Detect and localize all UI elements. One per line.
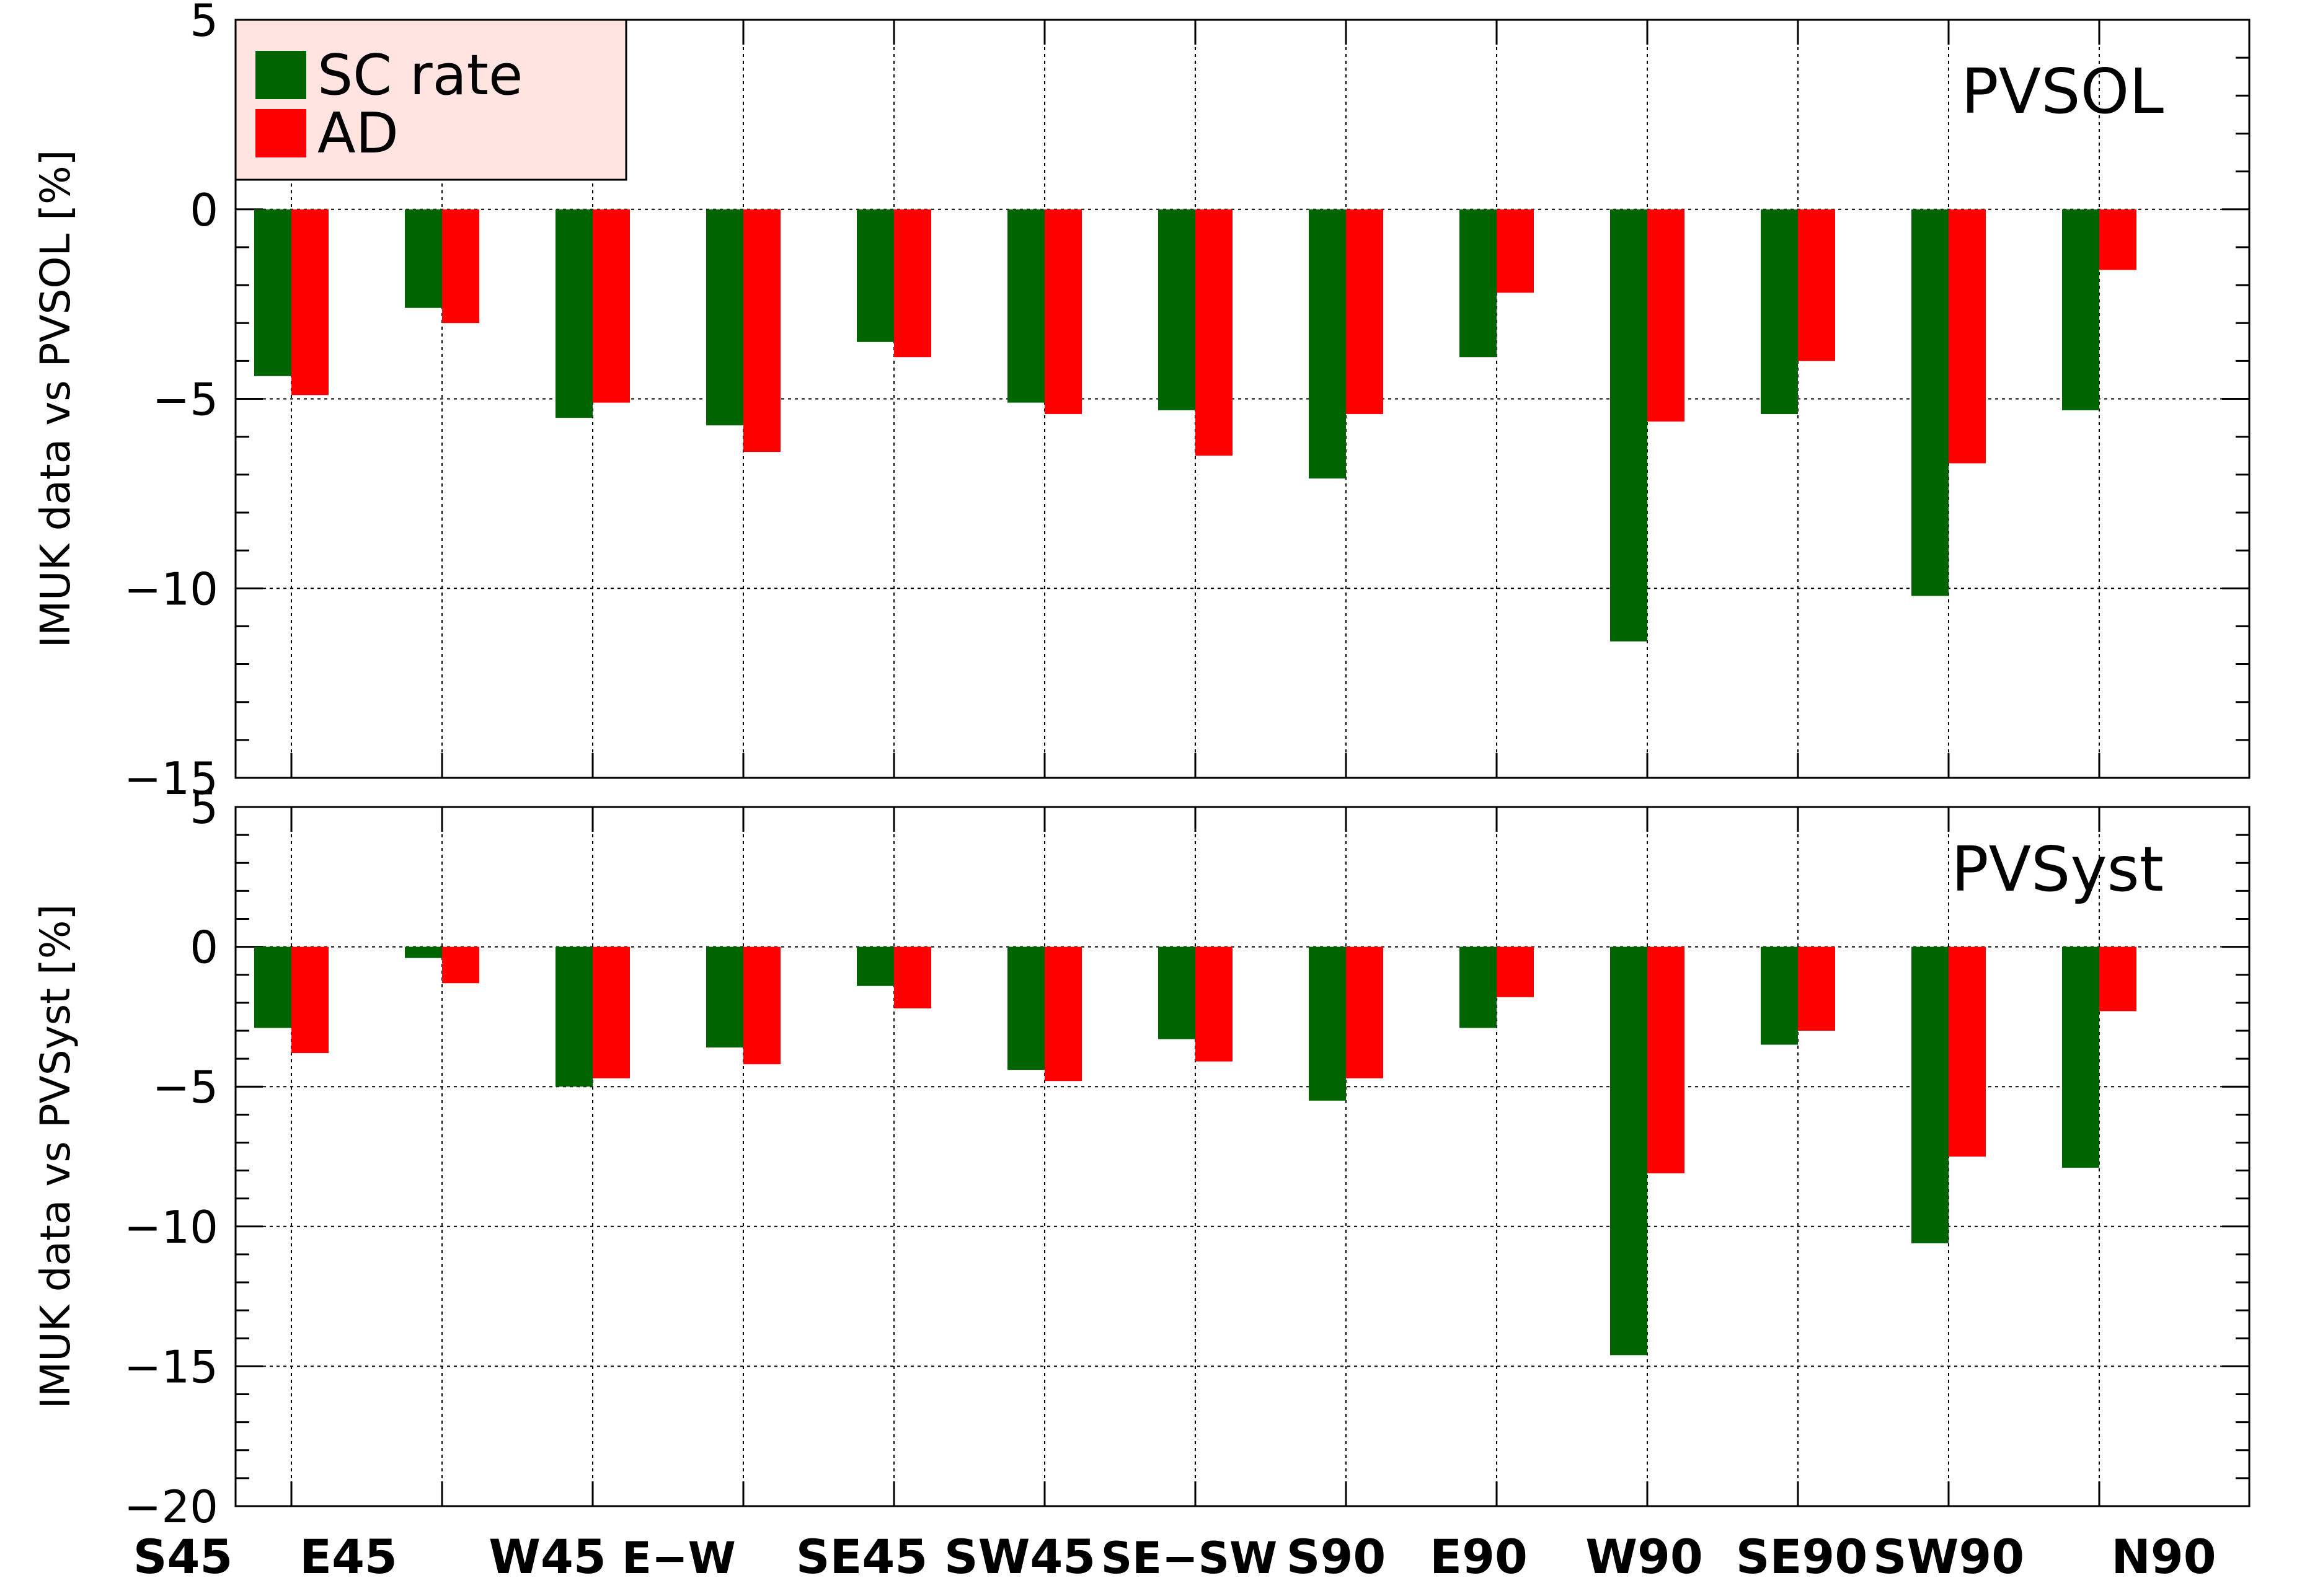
- sc-rate-bar-0-6: [1158, 209, 1195, 410]
- ad-bar-1-1: [442, 946, 479, 984]
- ad-bar-0-3: [743, 209, 781, 452]
- sc-rate-bar-1-5: [1007, 946, 1045, 1070]
- ad-bar-1-6: [1195, 946, 1233, 1062]
- sc-rate-bar-1-8: [1459, 946, 1497, 1028]
- ad-bar-0-1: [442, 209, 479, 324]
- ad-bar-1-9: [1647, 946, 1684, 1174]
- sc-rate-bar-1-10: [1761, 946, 1798, 1045]
- sc-rate-bar-1-11: [1911, 946, 1949, 1243]
- category-label: E−W: [622, 1533, 736, 1584]
- ad-bar-0-7: [1346, 209, 1383, 414]
- sc-rate-bar-0-5: [1007, 209, 1045, 403]
- sc-rate-bar-0-1: [405, 209, 442, 308]
- category-label: E45: [299, 1529, 397, 1584]
- sc-rate-bar-1-7: [1309, 946, 1346, 1101]
- y-tick-label: 5: [190, 0, 218, 46]
- legend-label: AD: [317, 101, 399, 166]
- sc-rate-bar-0-11: [1911, 209, 1949, 596]
- panel-title: PVSyst: [1951, 833, 2164, 906]
- category-labels: S45 E45 W45 E−W SE45 SW45 SE−SW S90 E90 W90 SE90 SW…: [133, 1529, 2216, 1584]
- category-label: S45: [133, 1529, 233, 1584]
- sc-rate-bar-1-2: [556, 946, 593, 1087]
- ad-bar-0-9: [1647, 209, 1684, 422]
- y-tick-label: −15: [124, 752, 218, 805]
- y-axis-title: IMUK data vs PVSyst [%]: [32, 904, 79, 1409]
- ad-bar-1-12: [2099, 946, 2136, 1012]
- category-label: E90: [1430, 1529, 1528, 1584]
- ad-bar-0-2: [593, 209, 630, 403]
- sc-rate-bar-0-2: [556, 209, 593, 418]
- sc-rate-bar-1-9: [1610, 946, 1647, 1356]
- sc-rate-bar-1-1: [405, 946, 442, 958]
- category-label: S90: [1286, 1529, 1386, 1584]
- y-tick-label: 5: [190, 782, 218, 834]
- ad-bar-0-11: [1949, 209, 1986, 464]
- legend-label: SC rate: [317, 43, 523, 108]
- ad-bar-1-3: [743, 946, 781, 1065]
- legend-swatch: [255, 51, 306, 99]
- sc-rate-bar-0-4: [857, 209, 894, 342]
- sc-rate-bar-1-0: [254, 946, 291, 1028]
- ad-bar-0-12: [2099, 209, 2136, 270]
- sc-rate-bar-0-10: [1761, 209, 1798, 414]
- category-label: SE45: [796, 1529, 927, 1584]
- sc-rate-bar-0-9: [1610, 209, 1647, 641]
- plot-frame: [234, 806, 2251, 1507]
- pvsyst-panel: 5 0 −5 −10 −15 −20 IMUK data vs PVSyst [%] PVSy…: [32, 782, 2251, 1533]
- sc-rate-bar-0-0: [254, 209, 291, 376]
- sc-rate-bar-1-6: [1158, 946, 1195, 1039]
- legend-swatch: [255, 109, 306, 157]
- sc-rate-bar-0-12: [2062, 209, 2099, 410]
- category-label: SW45: [944, 1529, 1096, 1584]
- ad-bar-1-0: [291, 946, 329, 1054]
- pvsol-panel: 5 0 −5 −10 −15 IMUK data vs PVSOL [%] PVSOL SC …: [32, 0, 2251, 805]
- ad-bar-0-0: [291, 209, 329, 395]
- y-tick-label: −10: [124, 563, 218, 615]
- y-tick-label: 0: [190, 922, 218, 974]
- ad-bar-0-4: [894, 209, 931, 358]
- sc-rate-bar-1-12: [2062, 946, 2099, 1168]
- category-label: SE−SW: [1101, 1533, 1278, 1584]
- y-tick-label: −15: [124, 1341, 218, 1393]
- y-tick-label: −20: [124, 1481, 218, 1533]
- y-tick-label: −5: [153, 374, 218, 426]
- ad-bar-1-5: [1045, 946, 1082, 1082]
- ad-bar-0-10: [1798, 209, 1835, 361]
- ad-bar-1-2: [593, 946, 630, 1078]
- ad-bar-1-7: [1346, 946, 1383, 1078]
- category-label: SW90: [1873, 1529, 2024, 1584]
- ad-bar-0-8: [1497, 209, 1534, 293]
- panel-title: PVSOL: [1961, 55, 2164, 128]
- ad-bar-0-6: [1195, 209, 1233, 456]
- category-label: W90: [1585, 1529, 1703, 1584]
- ad-bar-1-10: [1798, 946, 1835, 1031]
- sc-rate-bar-0-8: [1459, 209, 1497, 358]
- sc-rate-bar-1-4: [857, 946, 894, 986]
- category-label: N90: [2111, 1529, 2216, 1584]
- y-axis-title: IMUK data vs PVSOL [%]: [32, 150, 79, 648]
- y-tick-label: −5: [153, 1061, 218, 1113]
- y-tick-label: 0: [190, 184, 218, 236]
- ad-bar-1-8: [1497, 946, 1534, 997]
- y-tick-label: −10: [124, 1201, 218, 1253]
- ad-bar-0-5: [1045, 209, 1082, 414]
- ad-bar-1-11: [1949, 946, 1986, 1157]
- category-label: SE90: [1736, 1529, 1867, 1584]
- sc-rate-bar-1-3: [706, 946, 743, 1048]
- sc-rate-bar-0-3: [706, 209, 743, 426]
- sc-rate-bar-0-7: [1309, 209, 1346, 478]
- category-label: W45: [489, 1529, 606, 1584]
- ad-bar-1-4: [894, 946, 931, 1008]
